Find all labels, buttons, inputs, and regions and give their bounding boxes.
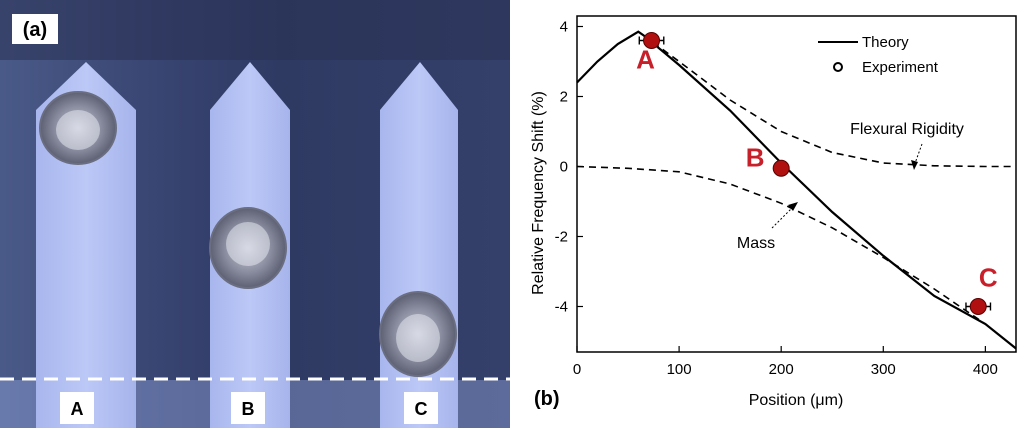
- x-tick-label: 100: [667, 361, 692, 378]
- annotation-flexural-rigidity: Flexural Rigidity: [850, 121, 964, 138]
- x-tick-label: 400: [973, 361, 998, 378]
- annotation-mass-arrowhead: [788, 202, 798, 211]
- cantilever-a: [36, 62, 136, 428]
- point-label-a: A: [636, 45, 655, 75]
- x-tick-label: 200: [769, 361, 794, 378]
- tick-layer: 0 100 200 300 400 4 2 0 -2 -4: [555, 19, 998, 379]
- annotation-layer: Flexural Rigidity Mass: [737, 121, 964, 252]
- y-tick-label: -4: [555, 299, 568, 316]
- plot-area: [576, 15, 1017, 353]
- plot-frame: [576, 15, 1017, 353]
- point-label-c: C: [979, 263, 998, 293]
- cantilever-micrograph: (a) A B C: [0, 0, 510, 428]
- y-tick-label: 0: [560, 159, 568, 176]
- experiment-point-a: [643, 32, 661, 49]
- cantilever-label-b: B: [242, 399, 255, 419]
- annotation-flexural-arrowhead: [911, 160, 918, 170]
- frequency-shift-chart: Relative Frequency Shift (%) Position (μ…: [510, 0, 1024, 430]
- experiment-point-b: [772, 159, 790, 177]
- y-tick-label: -2: [555, 229, 568, 246]
- x-tick-label: 0: [573, 361, 581, 378]
- y-tick-label: 2: [560, 89, 568, 106]
- annotation-mass-arrow: [771, 205, 795, 229]
- experiment-point-c: [969, 298, 987, 315]
- y-axis-label: Relative Frequency Shift (%): [530, 91, 547, 295]
- legend-experiment-swatch: [833, 62, 843, 72]
- legend: Theory Experiment: [818, 34, 939, 76]
- series-flexural-rigidity-line: [642, 34, 1016, 168]
- panel-b-label: (b): [534, 388, 560, 410]
- annotation-mass: Mass: [737, 235, 775, 252]
- x-axis-label: Position (μm): [749, 392, 844, 409]
- cantilever-c: [379, 62, 458, 428]
- series-mass-line: [576, 165, 1017, 350]
- y-tick-label: 4: [560, 19, 568, 36]
- legend-theory-label: Theory: [862, 34, 909, 51]
- series-layer: [576, 30, 1017, 350]
- cantilever-label-a: A: [71, 399, 84, 419]
- cantilever-label-c: C: [415, 399, 428, 419]
- legend-experiment-label: Experiment: [862, 59, 939, 76]
- point-label-b: B: [746, 142, 765, 172]
- panel-a-label: (a): [23, 19, 47, 41]
- series-theory-line: [576, 30, 1017, 350]
- x-tick-label: 300: [871, 361, 896, 378]
- point-layer: A B C: [636, 32, 998, 315]
- cantilever-b: [209, 62, 290, 428]
